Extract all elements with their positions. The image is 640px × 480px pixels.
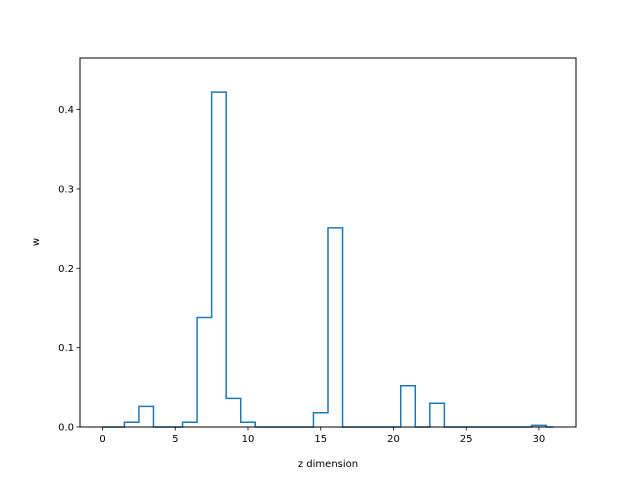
x-tick-label: 5	[172, 434, 178, 445]
y-axis-label: w	[31, 238, 42, 246]
x-tick-label: 0	[99, 434, 105, 445]
x-axis-ticks: 0 5 10 15 20 25 30	[99, 427, 545, 445]
y-tick-label: 0.0	[58, 423, 74, 434]
y-axis-ticks: 0.0 0.1 0.2 0.3 0.4	[58, 105, 80, 434]
x-axis-label: z dimension	[298, 459, 358, 470]
y-tick-label: 0.1	[58, 343, 74, 354]
x-tick-label: 15	[314, 434, 327, 445]
x-tick-label: 30	[533, 434, 546, 445]
y-tick-label: 0.3	[58, 184, 74, 195]
x-tick-label: 10	[242, 434, 255, 445]
x-tick-label: 25	[460, 434, 473, 445]
plot-frame	[79, 57, 577, 428]
y-tick-label: 0.4	[58, 105, 74, 116]
x-tick-label: 20	[387, 434, 400, 445]
y-tick-label: 0.2	[58, 264, 74, 275]
